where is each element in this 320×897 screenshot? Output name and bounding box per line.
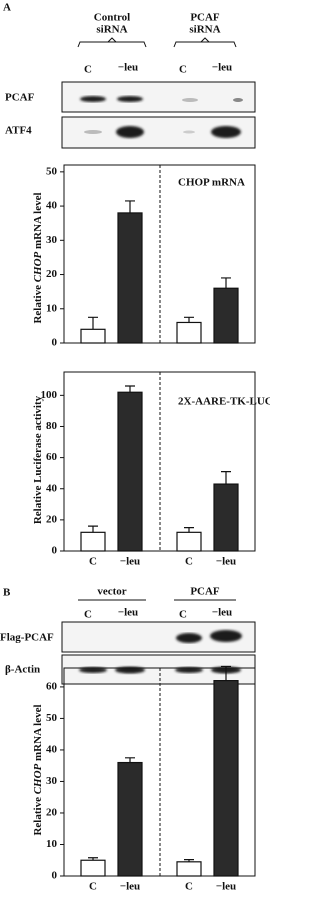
y-tick-label: 20	[46, 513, 58, 525]
group-label: vector	[97, 586, 126, 598]
band	[117, 96, 143, 102]
lane-label: C	[179, 609, 187, 621]
y-tick-label: 60	[46, 680, 58, 692]
y-axis-label: Relative CHOP mRNA level	[32, 192, 44, 323]
group-label: siRNA	[189, 24, 220, 36]
lane-label: C	[179, 64, 187, 76]
band	[116, 126, 144, 138]
bar	[117, 391, 143, 552]
y-axis-label-part: CHOP	[32, 251, 44, 282]
y-tick-label: 50	[46, 165, 58, 177]
bar	[213, 483, 239, 552]
band	[176, 633, 202, 643]
bar	[80, 531, 106, 552]
error-bar	[88, 316, 98, 330]
x-tick-label: −leu	[216, 556, 236, 568]
error-bar	[184, 527, 194, 533]
y-tick-label: 40	[46, 482, 58, 494]
band	[211, 126, 241, 138]
y-tick-label: 60	[46, 451, 58, 463]
y-axis-label-part: mRNA level	[32, 704, 44, 763]
error-bar	[221, 277, 231, 289]
group-label: PCAF	[190, 586, 220, 598]
y-axis-label-part: Relative Luciferase activity	[32, 395, 44, 524]
lane-label: −leu	[118, 62, 138, 74]
y-tick-label: 0	[52, 545, 58, 557]
blot-label: Flag-PCAF	[0, 632, 54, 644]
x-tick-label: −leu	[120, 881, 140, 893]
band	[233, 98, 243, 102]
bar	[80, 328, 106, 344]
lane-label: C	[84, 64, 92, 76]
y-axis-label: Relative CHOP mRNA level	[32, 704, 44, 835]
bar	[176, 861, 202, 877]
error-bar	[221, 471, 231, 485]
x-tick-label: C	[185, 556, 193, 568]
panel-label: B	[3, 587, 11, 599]
band	[183, 130, 195, 134]
y-axis-label-part: mRNA level	[32, 192, 44, 251]
y-axis-label-part: CHOP	[32, 763, 44, 794]
error-bar	[125, 385, 135, 393]
group-label: Control	[94, 12, 130, 24]
y-tick-label: 40	[46, 743, 58, 755]
error-bar	[221, 665, 231, 681]
bracket	[77, 37, 147, 48]
bar	[117, 761, 143, 877]
x-tick-label: C	[185, 881, 193, 893]
group-label: siRNA	[96, 24, 127, 36]
y-axis-label: Relative Luciferase activity	[32, 395, 44, 524]
y-tick-label: 10	[46, 302, 58, 314]
band	[210, 630, 242, 642]
error-bar	[125, 200, 135, 213]
bar	[80, 859, 106, 877]
bar	[213, 287, 239, 344]
y-tick-label: 50	[46, 712, 58, 724]
y-tick-label: 0	[52, 870, 58, 882]
lane-label: C	[84, 609, 92, 621]
y-tick-label: 10	[46, 838, 58, 850]
blot-label: ATF4	[5, 125, 32, 137]
annotation: 2X-AARE-TK-LUC	[178, 396, 270, 408]
x-tick-label: C	[89, 556, 97, 568]
bracket	[173, 37, 237, 48]
y-axis-label-part: Relative	[32, 282, 44, 323]
bar	[176, 321, 202, 344]
error-bar	[88, 525, 98, 533]
x-tick-label: −leu	[120, 556, 140, 568]
y-tick-label: 100	[41, 389, 58, 401]
blot-label: PCAF	[5, 92, 35, 104]
y-tick-label: 20	[46, 268, 58, 280]
y-tick-label: 30	[46, 234, 58, 246]
lane-label: −leu	[212, 607, 232, 619]
y-axis-label-part: Relative	[32, 794, 44, 835]
group-label: PCAF	[190, 12, 220, 24]
x-tick-label: −leu	[216, 881, 236, 893]
bar	[176, 531, 202, 552]
y-tick-label: 30	[46, 775, 58, 787]
band	[84, 130, 102, 134]
x-tick-label: C	[89, 881, 97, 893]
lane-label: −leu	[118, 607, 138, 619]
lane-label: −leu	[212, 62, 232, 74]
panel-label: A	[3, 2, 11, 14]
bar	[213, 680, 239, 877]
error-bar	[125, 757, 135, 763]
bar	[117, 212, 143, 344]
y-tick-label: 20	[46, 807, 58, 819]
y-tick-label: 40	[46, 200, 58, 212]
band	[80, 96, 106, 102]
blot-label: β-Actin	[5, 664, 40, 676]
y-tick-label: 80	[46, 420, 58, 432]
annotation: CHOP mRNA	[178, 177, 245, 189]
figure: A Control siRNA PCAF siRNA C −leu C −leu…	[0, 2, 270, 893]
band	[182, 98, 198, 102]
error-bar	[184, 316, 194, 323]
y-tick-label: 0	[52, 337, 58, 349]
